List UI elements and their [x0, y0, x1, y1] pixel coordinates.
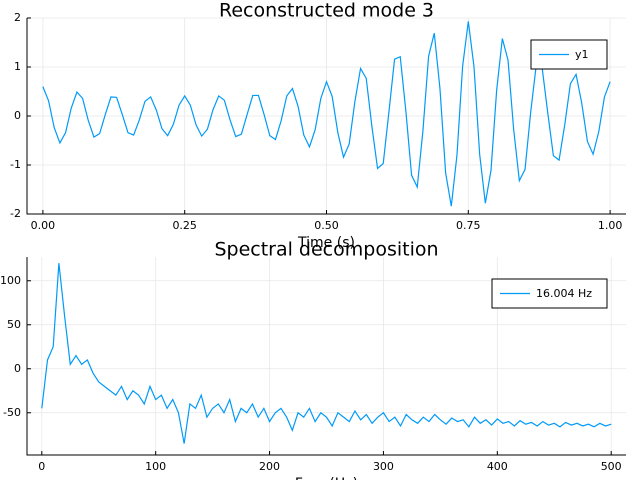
y-tick-label: 1 — [14, 60, 21, 73]
x-tick-label: 0.25 — [172, 219, 197, 232]
x-tick-label: 0.75 — [456, 219, 481, 232]
legend-label: y1 — [575, 48, 589, 61]
y-tick-label: 0 — [14, 362, 21, 375]
x-tick-label: 0 — [38, 460, 45, 473]
y-tick-label: -50 — [3, 406, 21, 419]
legend-label: 16.004 Hz — [536, 287, 592, 300]
y-tick-label: 2 — [14, 11, 21, 24]
x-tick-label: 1.00 — [598, 219, 623, 232]
x-tick-label: 500 — [601, 460, 622, 473]
axes-frame — [26, 257, 626, 456]
x-tick-label: 0.00 — [31, 219, 56, 232]
data-line — [41, 263, 612, 444]
chart-title: Spectral decomposition — [214, 239, 438, 261]
x-tick-label: 400 — [487, 460, 508, 473]
x-tick-label: 100 — [145, 460, 166, 473]
x-axis-label: Time (s) — [297, 235, 355, 251]
y-tick-label: -1 — [10, 158, 21, 171]
y-tick-label: 100 — [0, 274, 21, 287]
data-line — [42, 21, 611, 207]
x-axis-label: Freq (Hz) — [295, 476, 358, 480]
x-tick-label: 0.50 — [314, 219, 339, 232]
y-tick-label: -2 — [10, 207, 21, 220]
y-tick-label: 0 — [14, 109, 21, 122]
axes-frame — [26, 18, 626, 215]
y-tick-label: 50 — [7, 318, 21, 331]
chart-title: Reconstructed mode 3 — [219, 0, 434, 22]
x-tick-label: 200 — [259, 460, 280, 473]
x-tick-label: 300 — [373, 460, 394, 473]
